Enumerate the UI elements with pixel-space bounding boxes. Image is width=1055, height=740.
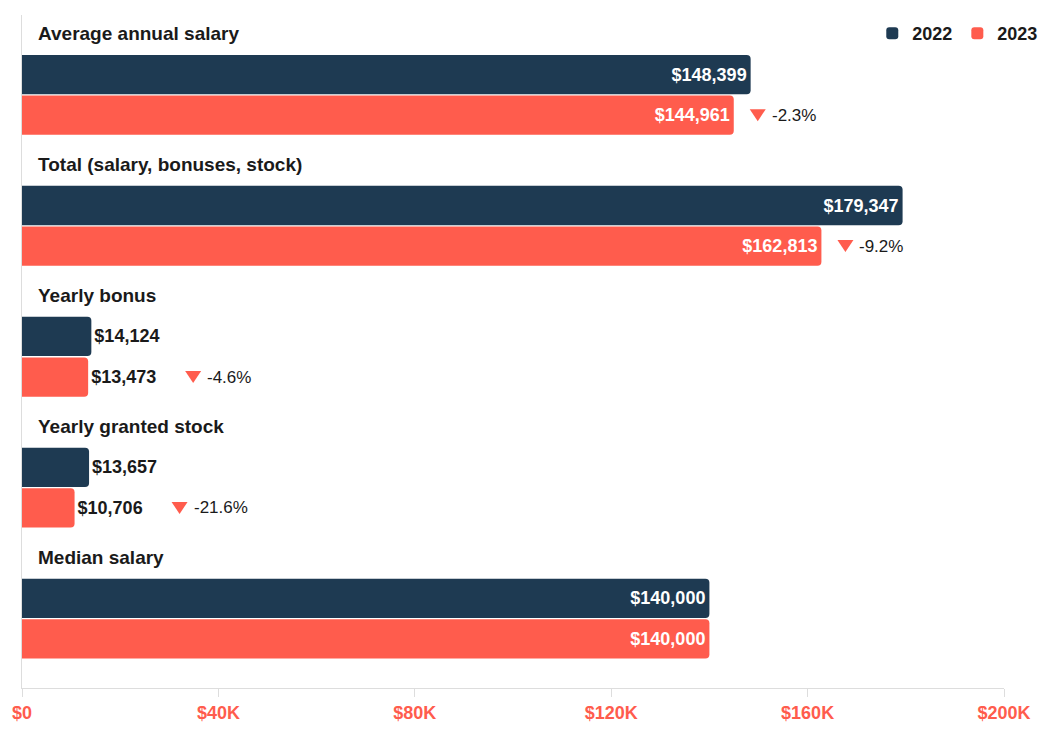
- svg-text:$140,000: $140,000: [630, 629, 705, 649]
- svg-text:Average annual salary: Average annual salary: [38, 23, 239, 44]
- svg-text:$179,347: $179,347: [824, 196, 899, 216]
- svg-text:$140,000: $140,000: [630, 588, 705, 608]
- svg-text:$148,399: $148,399: [672, 65, 747, 85]
- svg-text:-4.6%: -4.6%: [207, 368, 251, 387]
- svg-text:$144,961: $144,961: [655, 105, 730, 125]
- svg-text:2022: 2022: [912, 24, 952, 44]
- svg-text:-9.2%: -9.2%: [859, 237, 903, 256]
- svg-text:$162,813: $162,813: [742, 236, 817, 256]
- svg-text:2023: 2023: [997, 24, 1037, 44]
- svg-text:$14,124: $14,124: [94, 326, 159, 346]
- svg-text:Total (salary, bonuses, stock): Total (salary, bonuses, stock): [38, 154, 302, 175]
- svg-text:$120K: $120K: [585, 703, 638, 723]
- svg-text:Yearly bonus: Yearly bonus: [38, 285, 156, 306]
- svg-text:$80K: $80K: [393, 703, 436, 723]
- svg-text:$10,706: $10,706: [78, 498, 143, 518]
- svg-text:$160K: $160K: [781, 703, 834, 723]
- svg-text:Yearly granted stock: Yearly granted stock: [38, 416, 224, 437]
- svg-text:Median salary: Median salary: [38, 547, 164, 568]
- svg-text:$40K: $40K: [197, 703, 240, 723]
- svg-text:$0: $0: [12, 703, 32, 723]
- svg-text:-2.3%: -2.3%: [772, 106, 816, 125]
- svg-text:-21.6%: -21.6%: [194, 498, 248, 517]
- svg-text:$13,657: $13,657: [92, 457, 157, 477]
- svg-text:$13,473: $13,473: [91, 367, 156, 387]
- svg-text:$200K: $200K: [977, 703, 1030, 723]
